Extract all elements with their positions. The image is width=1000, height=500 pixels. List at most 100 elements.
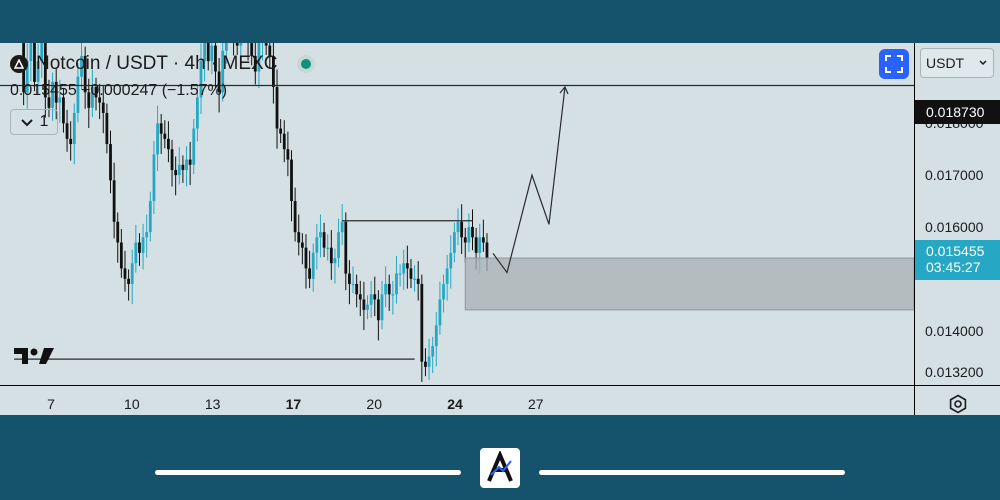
chart-panel[interactable]: Notcoin / USDT · 4h · MEXC 0.015455 −0.0…	[0, 43, 1000, 415]
x-tick-label: 24	[447, 396, 463, 412]
candle-body	[402, 263, 406, 274]
candle-body	[51, 81, 54, 108]
price-scale[interactable]: USDT 0.0180000.0170000.0160000.0140000.0…	[914, 43, 1000, 415]
candle	[453, 222, 456, 263]
candle	[304, 234, 308, 289]
candle	[76, 63, 80, 123]
candle-body	[72, 112, 76, 145]
candle	[264, 43, 268, 55]
candle	[279, 119, 283, 144]
nav-line-right	[539, 470, 845, 475]
candle	[420, 274, 424, 382]
candle	[369, 280, 373, 318]
candle-body	[235, 43, 239, 46]
candle	[69, 121, 73, 161]
candle-body	[340, 221, 344, 233]
candles-layer	[22, 43, 489, 382]
candle	[434, 311, 438, 367]
candle-body	[170, 149, 174, 170]
candle-body	[83, 55, 87, 93]
symbol-title[interactable]: Notcoin / USDT · 4h · MEXC	[36, 53, 278, 74]
candle	[275, 69, 279, 149]
y-tick-label: 0.013200	[925, 364, 984, 381]
candle-body	[174, 169, 178, 176]
candle	[33, 43, 36, 92]
candle-body	[54, 81, 58, 103]
candle-body	[272, 55, 275, 88]
candle	[308, 250, 311, 289]
candle-body	[43, 43, 47, 98]
candle-body	[442, 283, 445, 300]
candle-body	[456, 221, 460, 233]
candle	[210, 43, 214, 75]
candle	[119, 229, 123, 278]
candle-body	[167, 138, 170, 150]
candle-body	[123, 268, 127, 279]
candle	[159, 113, 163, 154]
candle	[348, 260, 351, 305]
candle	[272, 43, 275, 104]
candle-body	[282, 133, 286, 150]
candle	[130, 249, 134, 305]
candle-body	[250, 43, 254, 56]
candle-body	[112, 180, 116, 222]
candle	[83, 46, 87, 109]
tradingview-logo-icon[interactable]	[14, 346, 54, 366]
candle-body	[348, 273, 351, 284]
candle	[282, 120, 286, 163]
candle	[449, 235, 453, 289]
candle-body	[409, 268, 413, 279]
price-chart[interactable]	[0, 43, 914, 385]
currency-select[interactable]: USDT	[920, 48, 994, 78]
candle-body	[366, 304, 369, 310]
candle-body	[431, 346, 435, 357]
candle-body	[119, 242, 123, 269]
candle	[460, 204, 464, 254]
candle-body	[405, 263, 409, 269]
notcoin-triangle-icon	[10, 55, 28, 73]
candle	[405, 245, 409, 289]
candle	[239, 43, 243, 59]
legend-row: Notcoin / USDT · 4h · MEXC	[10, 53, 316, 75]
candle-body	[449, 252, 453, 269]
candle-body	[369, 294, 373, 305]
candle	[181, 155, 185, 183]
candle-body	[481, 237, 485, 243]
candle-body	[264, 43, 268, 46]
collapse-indicators-button[interactable]: 1	[10, 109, 58, 135]
gear-icon[interactable]	[948, 394, 968, 414]
candle	[268, 43, 272, 69]
x-tick-label: 20	[366, 396, 383, 412]
candle	[40, 43, 44, 78]
candle-body	[214, 45, 217, 72]
time-scale[interactable]: 7 10 13 17 20 24 27	[0, 385, 914, 415]
candle-body	[293, 201, 297, 233]
candle-body	[47, 97, 51, 108]
candle-body	[474, 237, 478, 253]
candle	[445, 254, 449, 301]
candle	[29, 43, 33, 82]
candle-body	[145, 232, 149, 238]
candle-body	[87, 92, 91, 108]
candle-body	[344, 221, 348, 274]
candle-body	[362, 299, 366, 310]
fullscreen-button[interactable]	[879, 49, 909, 79]
candle	[192, 119, 196, 175]
candle	[62, 88, 65, 133]
candle	[286, 131, 290, 177]
candle-body	[290, 159, 293, 202]
candle	[224, 43, 228, 64]
candle	[148, 191, 152, 242]
candle	[329, 230, 333, 280]
app-logo-icon[interactable]	[480, 448, 520, 488]
x-tick-label: 10	[124, 396, 140, 412]
candle-body	[138, 242, 141, 253]
candle	[387, 274, 391, 311]
candle-body	[413, 278, 416, 280]
chevron-down-icon	[20, 119, 33, 127]
candle-body	[192, 128, 196, 165]
candle	[315, 223, 319, 270]
candle-body	[206, 43, 210, 62]
candle-body	[391, 294, 395, 296]
candle	[456, 208, 460, 246]
